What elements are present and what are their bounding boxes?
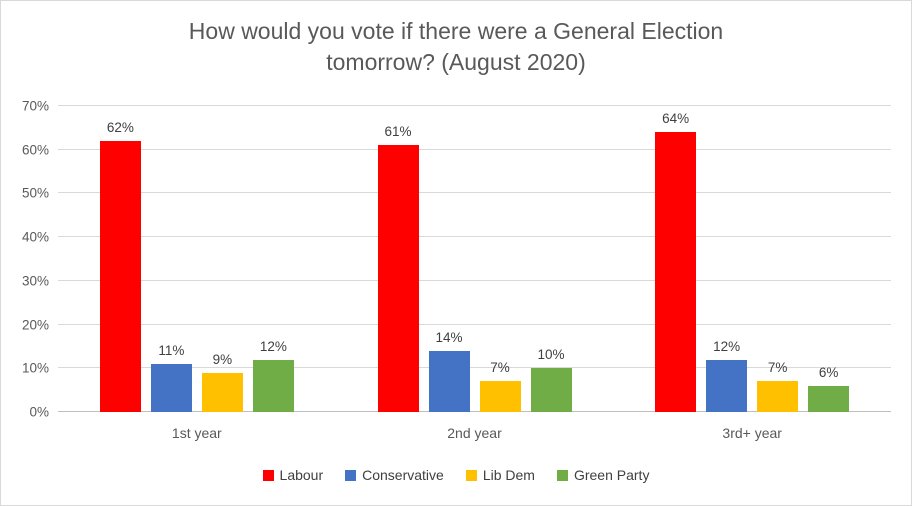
bar-conservative-3rd-year: 12% [706, 339, 748, 412]
x-axis-line [58, 411, 891, 412]
chart-title-line-1: How would you vote if there were a Gener… [188, 18, 724, 44]
data-label-lib-dem-1st-year: 9% [212, 351, 233, 367]
data-label-conservative-3rd-year: 12% [713, 338, 741, 354]
x-category-label-1st-year: 1st year [171, 425, 222, 441]
data-label-labour-1st-year: 62% [106, 119, 134, 135]
x-category-label-2nd-year: 2nd year [447, 425, 502, 441]
legend-item-labour: Labour [262, 467, 324, 483]
legend-label-conservative: Conservative [362, 467, 444, 483]
data-label-conservative-2nd-year: 14% [435, 329, 463, 345]
bar-groups: 62% 11% 9% 12% 61% 14% 7% 10% 64% 12% 7% 6% [58, 106, 891, 412]
bar-conservative-2nd-year: 14% [428, 330, 470, 412]
bar-lib-dem-2nd-year: 7% [479, 360, 521, 412]
y-tick-label: 60% [21, 142, 49, 158]
data-label-labour-2nd-year: 61% [384, 124, 412, 140]
chart-title-line-2: tomorrow? (August 2020) [326, 49, 586, 75]
category-group-1st-year: 62% 11% 9% 12% [58, 106, 336, 412]
category-group-2nd-year: 61% 14% 7% 10% [336, 106, 614, 412]
gridline [58, 279, 891, 281]
bar-green-party-1st-year: 12% [252, 339, 294, 412]
bar-labour-2nd-year: 61% [377, 124, 419, 412]
y-tick-label: 50% [21, 185, 49, 201]
legend-swatch-lib-dem [465, 469, 477, 481]
legend-swatch-labour [262, 469, 274, 481]
bar-green-party-3rd-year: 6% [808, 365, 850, 412]
legend-label-green-party: Green Party [573, 467, 650, 483]
category-group-3rd-year: 64% 12% 7% 6% [613, 106, 891, 412]
y-tick-label: 30% [21, 273, 49, 289]
y-tick-label: 70% [21, 98, 49, 114]
y-tick-label: 0% [29, 404, 49, 420]
bar-labour-3rd-year: 64% [655, 111, 697, 412]
gridline [58, 105, 891, 106]
data-label-labour-3rd-year: 64% [662, 111, 690, 127]
y-tick-label: 10% [21, 360, 49, 376]
gridline [58, 236, 891, 238]
x-category-label-3rd-year: 3rd+ year [722, 425, 782, 441]
legend: Labour Conservative Lib Dem Green Party [1, 467, 911, 483]
gridline [58, 367, 891, 369]
data-label-green-party-2nd-year: 10% [537, 347, 565, 363]
y-axis-ticks: 0% 10% 20% 30% 40% 50% 60% 70% [1, 99, 49, 420]
y-tick-label: 20% [21, 317, 49, 333]
data-label-lib-dem-3rd-year: 7% [767, 360, 788, 376]
legend-swatch-green-party [556, 469, 568, 481]
bar-conservative-1st-year: 11% [150, 343, 192, 412]
legend-swatch-conservative [345, 469, 357, 481]
x-axis-labels: 1st year 2nd year 3rd+ year [58, 425, 891, 441]
bar-lib-dem-3rd-year: 7% [757, 360, 799, 412]
legend-item-green-party: Green Party [556, 467, 650, 483]
legend-label-labour: Labour [279, 467, 324, 483]
legend-label-lib-dem: Lib Dem [482, 467, 535, 483]
y-tick-label: 40% [21, 229, 49, 245]
legend-item-lib-dem: Lib Dem [465, 467, 535, 483]
bar-lib-dem-1st-year: 9% [201, 352, 243, 412]
gridline [58, 148, 891, 150]
bar-green-party-2nd-year: 10% [530, 347, 572, 412]
data-label-conservative-1st-year: 11% [158, 342, 185, 358]
bar-labour-1st-year: 62% [99, 120, 141, 412]
plot-area: 62% 11% 9% 12% 61% 14% 7% 10% 64% 12% 7% 6% [58, 105, 891, 412]
data-label-green-party-1st-year: 12% [259, 338, 287, 354]
data-label-green-party-3rd-year: 6% [818, 364, 839, 380]
data-label-lib-dem-2nd-year: 7% [490, 360, 510, 376]
gridline [58, 192, 891, 194]
gridline [58, 323, 891, 325]
chart-title: How would you vote if there were a Gener… [1, 16, 911, 78]
legend-item-conservative: Conservative [345, 467, 444, 483]
